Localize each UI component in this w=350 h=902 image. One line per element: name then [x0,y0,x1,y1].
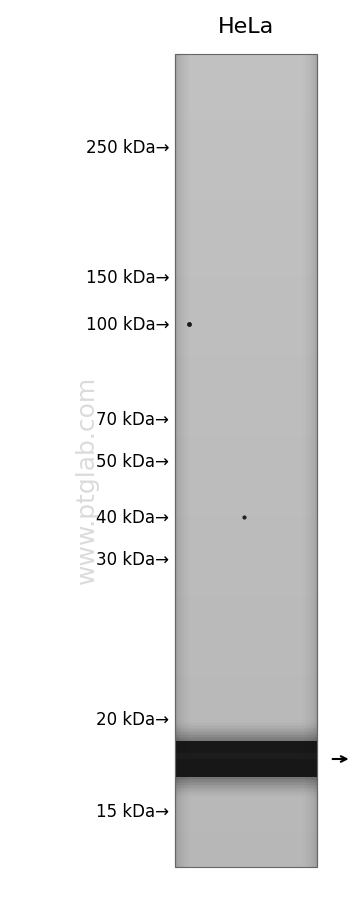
Bar [175,722,317,796]
Text: 50 kDa→: 50 kDa→ [97,453,169,471]
Text: 30 kDa→: 30 kDa→ [96,550,169,568]
Bar [175,728,317,791]
Bar [175,55,317,867]
Text: www.ptglab.com: www.ptglab.com [75,375,99,584]
Bar [175,738,317,780]
Text: HeLa: HeLa [218,17,274,37]
Text: 250 kDa→: 250 kDa→ [86,139,169,157]
Bar [175,724,317,794]
Bar [175,732,317,787]
Text: 150 kDa→: 150 kDa→ [86,269,169,287]
Bar [175,720,317,798]
Bar [175,726,317,792]
Text: 40 kDa→: 40 kDa→ [97,509,169,527]
Text: 70 kDa→: 70 kDa→ [97,410,169,428]
Bar [175,740,317,778]
Bar [175,741,317,778]
Bar [175,753,317,759]
Bar [175,735,317,783]
Bar [175,729,317,789]
Bar [175,737,317,782]
Bar [175,733,317,785]
Bar [175,731,317,787]
Bar [175,741,317,778]
Text: 100 kDa→: 100 kDa→ [86,316,169,334]
Text: 15 kDa→: 15 kDa→ [96,802,169,820]
Text: 20 kDa→: 20 kDa→ [96,710,169,728]
Bar [175,723,317,796]
